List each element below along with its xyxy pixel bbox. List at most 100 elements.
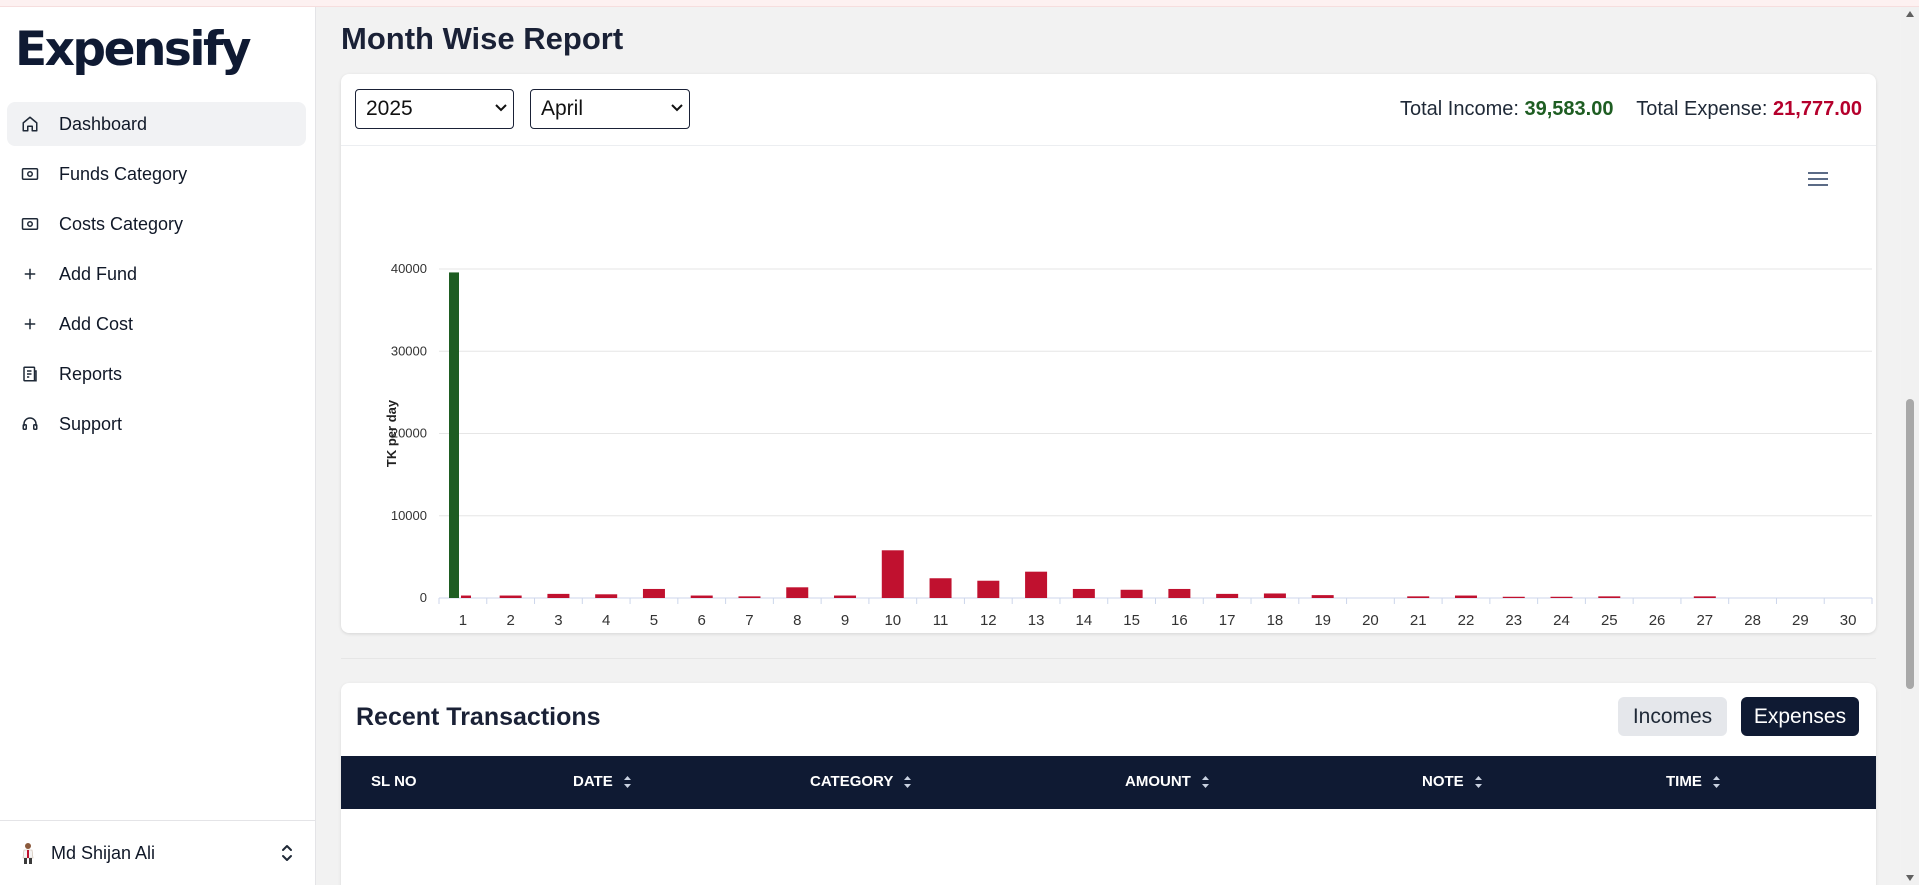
- x-tick-label: 25: [1601, 612, 1618, 629]
- sidebar-item-dashboard[interactable]: Dashboard: [7, 102, 306, 146]
- x-tick-label: 16: [1171, 612, 1188, 629]
- logo[interactable]: Expensify: [15, 22, 252, 77]
- x-tick-label: 14: [1076, 612, 1093, 629]
- expense-bar: [786, 587, 809, 598]
- recent-transactions-title: Recent Transactions: [356, 703, 601, 731]
- incomes-button[interactable]: Incomes: [1618, 697, 1727, 736]
- expense-bar: [738, 596, 761, 598]
- x-tick-label: 22: [1458, 612, 1475, 629]
- x-tick-label: 29: [1792, 612, 1809, 629]
- plus-icon: [20, 314, 40, 334]
- recent-transactions-card: Recent Transactions Incomes Expenses SL …: [341, 683, 1876, 885]
- report-totals: Total Income: 39,583.00 Total Expense: 2…: [1400, 98, 1862, 121]
- total-income-label: Total Income:: [1399, 98, 1519, 120]
- column-header-amount[interactable]: AMOUNT: [1125, 773, 1210, 790]
- chart-area: 0 10000 20000 30000 40000 TK per day 1 2 3 4 5 6 7 8 9…: [341, 147, 1876, 659]
- expense-bar: [977, 580, 1000, 598]
- expense-bar: [1550, 596, 1573, 598]
- vertical-scrollbar[interactable]: [1901, 7, 1919, 885]
- x-tick-label: 3: [554, 612, 562, 629]
- column-header-category[interactable]: CATEGORY: [810, 773, 912, 790]
- plus-icon: [20, 264, 40, 284]
- expense-bar: [1502, 596, 1525, 598]
- sidebar-item-add-cost[interactable]: Add Cost: [7, 302, 306, 346]
- year-select[interactable]: 2025: [355, 89, 514, 129]
- y-tick-label: 10000: [391, 508, 427, 523]
- x-tick-label: 10: [884, 612, 901, 629]
- x-tick-label: 21: [1410, 612, 1427, 629]
- x-tick-label: 7: [745, 612, 753, 629]
- sidebar-item-reports[interactable]: Reports: [7, 352, 306, 396]
- sidebar: Expensify Dashboard Funds Category Costs…: [0, 7, 316, 885]
- section-divider: [341, 658, 1876, 659]
- chevron-down-icon: [671, 104, 683, 112]
- sidebar-nav: Dashboard Funds Category Costs Category …: [7, 102, 306, 452]
- x-tick-label: 18: [1267, 612, 1284, 629]
- expense-bar: [929, 578, 952, 598]
- expense-bar: [461, 595, 471, 598]
- column-label: SL NO: [371, 773, 417, 790]
- table-header: SL NO DATE CATEGORY AMOUNT NOTE TIME: [341, 756, 1876, 809]
- column-header-sl-no[interactable]: SL NO: [371, 773, 417, 790]
- headset-icon: [20, 414, 40, 434]
- sidebar-item-costs-category[interactable]: Costs Category: [7, 202, 306, 246]
- y-axis-label: TK per day: [384, 399, 399, 467]
- sort-icon: [1474, 775, 1482, 788]
- expense-bar: [1168, 588, 1191, 598]
- x-tick-label: 17: [1219, 612, 1236, 629]
- sidebar-item-funds-category[interactable]: Funds Category: [7, 152, 306, 196]
- column-header-note[interactable]: NOTE: [1422, 773, 1483, 790]
- x-tick-label: 24: [1553, 612, 1570, 629]
- y-tick-label: 30000: [391, 343, 427, 358]
- scroll-down-icon[interactable]: [1905, 874, 1915, 882]
- user-name: Md Shijan Ali: [51, 842, 156, 863]
- y-tick-label: 0: [420, 590, 427, 605]
- column-header-date[interactable]: DATE: [573, 773, 632, 790]
- column-header-time[interactable]: TIME: [1666, 773, 1721, 790]
- expense-bar: [642, 588, 665, 598]
- x-tick-label: 28: [1744, 612, 1761, 629]
- month-report-card: 2025 April Total Income: 39,583.00 Total…: [341, 74, 1876, 659]
- sort-icon: [1201, 775, 1209, 788]
- chart-menu-icon[interactable]: [1807, 170, 1829, 188]
- user-menu[interactable]: Md Shijan Ali: [0, 820, 316, 885]
- expense-bar: [1216, 593, 1239, 598]
- sidebar-item-label: Add Cost: [59, 313, 134, 334]
- year-select-value: 2025: [366, 97, 413, 120]
- month-select-value: April: [541, 97, 584, 120]
- report-filters: 2025 April Total Income: 39,583.00 Total…: [341, 74, 1876, 146]
- expense-bar: [834, 595, 857, 598]
- total-expense-value: 21,777.00: [1773, 98, 1862, 120]
- sidebar-item-add-fund[interactable]: Add Fund: [7, 252, 306, 296]
- sort-icon: [904, 775, 912, 788]
- x-tick-label: 12: [980, 612, 997, 629]
- sidebar-item-label: Dashboard: [59, 113, 148, 134]
- expenses-button[interactable]: Expenses: [1741, 697, 1859, 736]
- sidebar-item-label: Reports: [59, 363, 123, 384]
- main-content: Month Wise Report 2025 April Total Incom…: [317, 7, 1901, 885]
- home-icon: [20, 114, 40, 134]
- scroll-up-icon[interactable]: [1905, 10, 1915, 18]
- column-label: NOTE: [1422, 773, 1464, 790]
- sidebar-item-label: Support: [59, 413, 123, 434]
- scroll-thumb[interactable]: [1906, 399, 1914, 689]
- month-select[interactable]: April: [530, 89, 690, 129]
- sidebar-item-support[interactable]: Support: [7, 402, 306, 446]
- x-tick-label: 6: [698, 612, 706, 629]
- x-tick-label: 8: [793, 612, 801, 629]
- x-tick-label: 15: [1123, 612, 1140, 629]
- sort-icon: [623, 775, 631, 788]
- sort-icon: [1712, 775, 1720, 788]
- report-icon: [20, 364, 40, 384]
- expense-bar: [690, 595, 713, 598]
- expense-bar: [547, 593, 570, 598]
- x-tick-label: 23: [1505, 612, 1522, 629]
- sidebar-item-label: Costs Category: [59, 213, 184, 234]
- x-tick-label: 19: [1314, 612, 1331, 629]
- expense-bar: [1693, 596, 1716, 598]
- page-title: Month Wise Report: [341, 21, 624, 56]
- x-tick-label: 1: [459, 612, 467, 629]
- column-label: CATEGORY: [810, 773, 894, 790]
- x-tick-label: 5: [650, 612, 658, 629]
